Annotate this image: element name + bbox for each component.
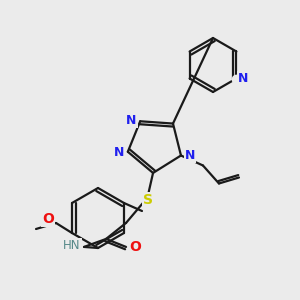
Text: N: N [185, 149, 195, 162]
Text: N: N [114, 146, 124, 159]
Text: O: O [42, 212, 54, 226]
Text: N: N [126, 114, 136, 127]
Text: O: O [129, 240, 141, 254]
Text: N: N [238, 72, 249, 85]
Text: HN: HN [63, 239, 81, 252]
Text: S: S [143, 193, 153, 207]
